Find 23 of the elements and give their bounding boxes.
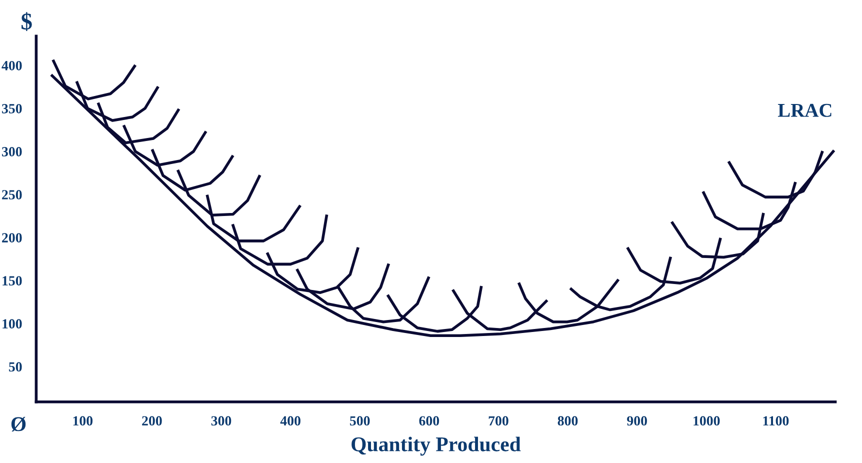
x-tick-label: 500 bbox=[350, 416, 370, 426]
y-tick-label: 400 bbox=[2, 60, 22, 70]
x-tick-label: 300 bbox=[211, 416, 232, 426]
x-tick-label: 400 bbox=[280, 416, 300, 426]
y-tick-label: 250 bbox=[2, 190, 22, 200]
series-label: LRAC bbox=[778, 104, 832, 117]
y-axis-title: $ bbox=[22, 12, 32, 32]
text: Ø bbox=[11, 416, 26, 432]
x-tick-label: 600 bbox=[419, 416, 440, 426]
x-tick-label: 1100 bbox=[763, 416, 789, 426]
y-tick-label: 350 bbox=[2, 104, 22, 114]
x-tick-label: 100 bbox=[73, 416, 93, 426]
x-tick-label: 800 bbox=[558, 416, 578, 426]
x-tick-label: 900 bbox=[627, 416, 647, 426]
x-tick-label: 700 bbox=[488, 416, 508, 426]
x-axis-title: Quantity Produced bbox=[352, 436, 521, 456]
y-tick-label: 200 bbox=[2, 233, 22, 242]
y-tick-label: 150 bbox=[2, 276, 22, 286]
y-tick-label: 300 bbox=[2, 147, 22, 156]
y-tick-label: 100 bbox=[2, 319, 22, 329]
x-tick-label: 1000 bbox=[694, 416, 720, 426]
y-tick-label: 50 bbox=[8, 362, 22, 372]
x-tick-label: 200 bbox=[142, 416, 162, 426]
